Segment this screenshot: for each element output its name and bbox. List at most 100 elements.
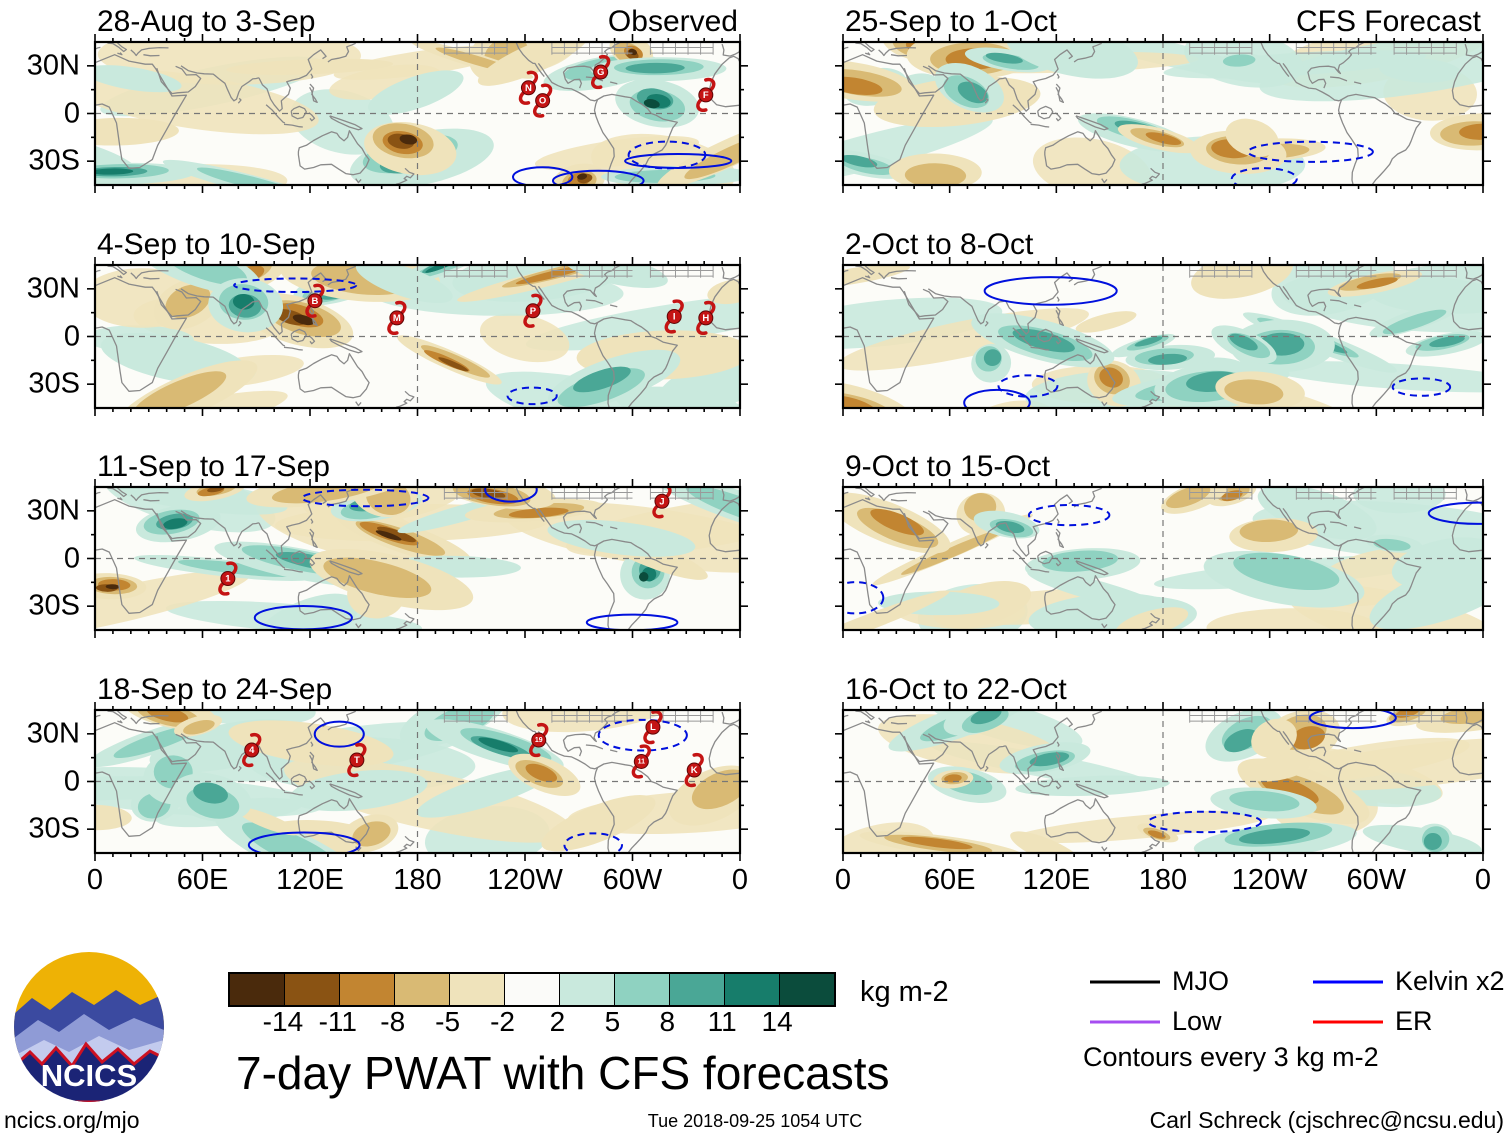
x-tick-label: 120W bbox=[1231, 864, 1308, 896]
footer-site-link[interactable]: ncics.org/mjo bbox=[4, 1107, 140, 1133]
colorbar-segment bbox=[449, 974, 504, 1005]
x-tick-label: 120E bbox=[276, 864, 344, 896]
storm-marker: 19 bbox=[529, 722, 549, 758]
storm-label: 4 bbox=[249, 745, 255, 756]
colorbar-tick-label: 5 bbox=[604, 1006, 621, 1037]
colorbar-segment bbox=[724, 974, 779, 1005]
storm-marker: N bbox=[518, 70, 539, 105]
colorbar-segment bbox=[339, 974, 394, 1005]
x-tick-label: 60W bbox=[602, 864, 663, 896]
legend-label: ER bbox=[1395, 1006, 1433, 1036]
x-tick-label: 60E bbox=[176, 864, 229, 896]
panel-title-0-0: 28-Aug to 3-Sep bbox=[97, 5, 316, 38]
storm-label: F bbox=[703, 90, 709, 101]
logo-text: NCICS bbox=[41, 1058, 137, 1093]
x-tick-label: 120E bbox=[1022, 864, 1091, 896]
panel-title-0-2: 11-Sep to 17-Sep bbox=[97, 450, 330, 483]
map-canvas: 4 T 19 L 11 K bbox=[87, 702, 748, 861]
map-panel-0-3: 4 T 19 L 11 K bbox=[87, 702, 748, 861]
colorbar-tick-label: -8 bbox=[380, 1006, 406, 1037]
storm-label: G bbox=[597, 67, 604, 78]
storm-label: L bbox=[650, 722, 656, 733]
storm-marker: 1 bbox=[218, 561, 238, 596]
ncics-logo-art: NCICS bbox=[14, 952, 164, 1102]
storm-label: 19 bbox=[535, 737, 543, 744]
storm-label: O bbox=[539, 96, 546, 107]
storm-label: J bbox=[659, 496, 664, 507]
x-tick-label: 180 bbox=[1138, 864, 1188, 896]
x-tick-label: 60W bbox=[1346, 864, 1407, 896]
panel-title-0-3: 18-Sep to 24-Sep bbox=[97, 673, 333, 706]
storm-label: N bbox=[525, 83, 532, 94]
y-tick-label: 0 bbox=[63, 320, 80, 352]
legend-label: Kelvin x2 bbox=[1395, 966, 1505, 996]
footer-credit: Carl Schreck (cjschrec@ncsu.edu) bbox=[1149, 1107, 1504, 1133]
y-tick-label: 30S bbox=[28, 589, 80, 622]
colorbar-segment bbox=[394, 974, 449, 1005]
panel-title-1-1: 2-Oct to 8-Oct bbox=[845, 228, 1034, 261]
y-tick-label: 30N bbox=[26, 494, 80, 527]
x-tick-label: 0 bbox=[731, 864, 749, 896]
legend-line-er bbox=[1313, 1020, 1383, 1024]
colorbar-segment bbox=[779, 974, 834, 1005]
panel-title-1-0: 25-Sep to 1-Oct bbox=[845, 5, 1057, 38]
colorbar-tick-label: 14 bbox=[761, 1006, 793, 1037]
y-tick-label: 0 bbox=[63, 542, 80, 574]
storm-marker: B bbox=[305, 283, 325, 318]
storm-marker: M bbox=[387, 300, 407, 336]
map-canvas bbox=[835, 257, 1491, 416]
legend-line-low bbox=[1090, 1020, 1160, 1024]
y-tick-label: 0 bbox=[63, 765, 80, 797]
x-tick-label: 180 bbox=[393, 864, 442, 896]
contour-note: Contours every 3 kg m-2 bbox=[1083, 1042, 1379, 1072]
storm-marker: F bbox=[696, 77, 716, 113]
panel-title-1-3: 16-Oct to 22-Oct bbox=[845, 673, 1067, 706]
storm-marker: 4 bbox=[242, 732, 262, 768]
map-panel-1-1 bbox=[835, 257, 1491, 416]
legend-line-kelvin-x2 bbox=[1313, 980, 1383, 984]
ncics-logo: NCICS bbox=[14, 952, 164, 1102]
storm-marker: J bbox=[652, 487, 672, 519]
map-canvas bbox=[835, 702, 1491, 861]
storm-marker: K bbox=[684, 752, 704, 788]
footer-timestamp: Tue 2018-09-25 1054 UTC bbox=[647, 1111, 863, 1131]
y-tick-label: 30S bbox=[28, 812, 80, 845]
storm-marker: H bbox=[696, 300, 716, 336]
storm-label: 1 bbox=[225, 574, 231, 585]
colorbar-segment bbox=[504, 974, 559, 1005]
storm-label: 11 bbox=[638, 758, 646, 765]
legend-line-mjo bbox=[1090, 980, 1160, 984]
storm-marker: G bbox=[591, 54, 611, 90]
map-canvas bbox=[835, 34, 1491, 193]
colorbar-segment bbox=[559, 974, 614, 1005]
storm-marker: T bbox=[347, 742, 367, 778]
storm-label: I bbox=[673, 311, 676, 322]
storm-marker: I bbox=[664, 299, 684, 334]
panel-title-1-2: 9-Oct to 15-Oct bbox=[845, 450, 1051, 483]
map-panel-1-2 bbox=[835, 479, 1491, 638]
y-tick-label: 30N bbox=[26, 717, 80, 750]
y-tick-label: 30S bbox=[28, 144, 80, 177]
map-canvas: B M P I H bbox=[87, 257, 748, 416]
cfs-forecast-label: CFS Forecast bbox=[1295, 5, 1481, 38]
x-tick-label: 0 bbox=[86, 864, 104, 896]
figure-title: 7-day PWAT with CFS forecasts bbox=[236, 1047, 890, 1099]
colorbar-tick-label: 2 bbox=[549, 1006, 566, 1037]
x-tick-label: 0 bbox=[834, 864, 852, 896]
y-tick-label: 0 bbox=[63, 97, 80, 129]
panel-title-0-1: 4-Sep to 10-Sep bbox=[97, 228, 316, 261]
x-tick-label: 60E bbox=[923, 864, 976, 896]
colorbar-tick-label: -2 bbox=[490, 1006, 515, 1037]
storm-marker: O bbox=[532, 83, 553, 118]
colorbar-segment bbox=[614, 974, 669, 1005]
y-tick-label: 30N bbox=[26, 272, 80, 305]
y-tick-label: 30N bbox=[26, 49, 80, 82]
colorbar-tick-label: -5 bbox=[435, 1006, 461, 1037]
map-panel-1-0 bbox=[835, 34, 1491, 193]
colorbar bbox=[228, 972, 836, 1007]
colorbar-tick-label: -11 bbox=[318, 1006, 357, 1037]
storm-marker: 11 bbox=[631, 744, 651, 779]
